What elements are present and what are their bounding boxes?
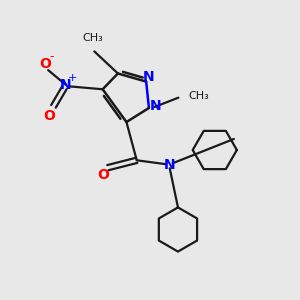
Text: CH₃: CH₃ xyxy=(82,33,103,43)
Text: +: + xyxy=(68,73,77,83)
Text: N: N xyxy=(143,70,154,84)
Text: -: - xyxy=(50,50,54,63)
Text: O: O xyxy=(39,57,51,70)
Text: CH₃: CH₃ xyxy=(189,91,209,101)
Text: O: O xyxy=(44,110,56,123)
Text: N: N xyxy=(150,100,161,113)
Text: N: N xyxy=(60,78,72,92)
Text: O: O xyxy=(97,168,109,182)
Text: N: N xyxy=(163,158,175,172)
